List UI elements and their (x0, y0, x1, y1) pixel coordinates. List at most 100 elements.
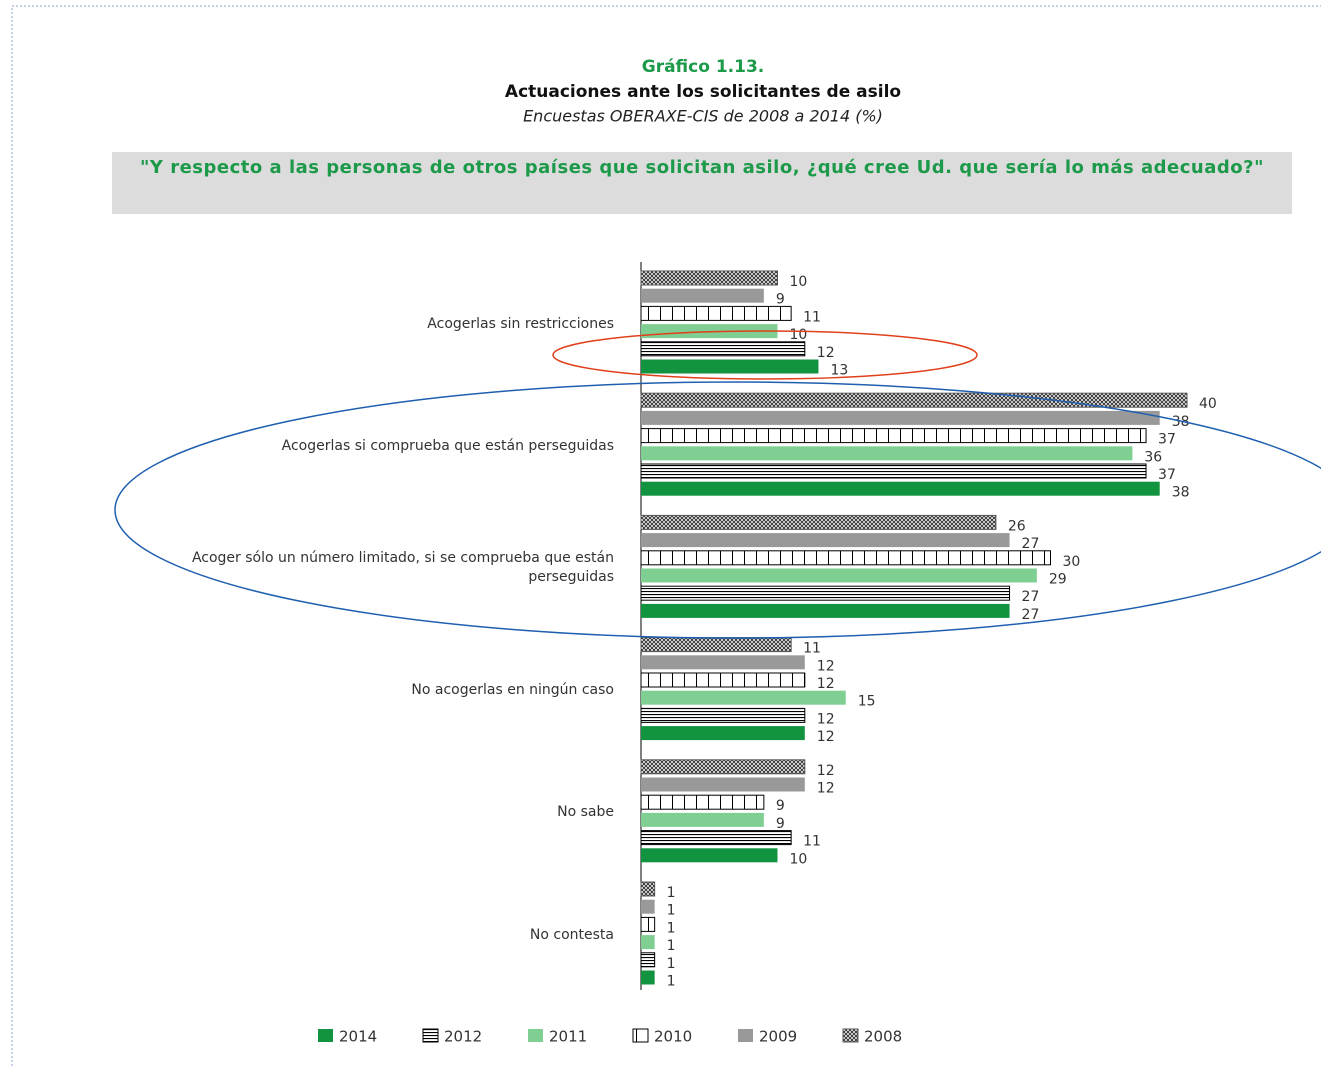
value-label: 11 (803, 309, 821, 325)
value-label: 10 (790, 274, 808, 290)
legend-label: 2009 (759, 1028, 797, 1046)
question-wrap: "Y respecto a las personas de otros país… (140, 157, 1264, 178)
bar (640, 428, 1147, 444)
legend-swatch (738, 1029, 753, 1042)
value-label: 1 (667, 956, 676, 972)
category-label: Acogerlas si comprueba que están persegu… (281, 437, 614, 454)
bar (641, 410, 1160, 425)
bar (640, 830, 792, 846)
chart-title: Actuaciones ante los solicitantes de asi… (505, 82, 901, 102)
bar (641, 726, 805, 741)
value-label: 27 (1022, 589, 1040, 605)
bar (641, 812, 764, 827)
value-label: 10 (790, 851, 808, 867)
category-wrap: Acogerlas si comprueba que están persegu… (281, 437, 614, 454)
value-label: 37 (1158, 432, 1176, 448)
bar (640, 672, 806, 688)
value-label: 12 (817, 711, 835, 727)
value-label: 29 (1049, 572, 1067, 588)
value-label: 12 (817, 763, 835, 779)
value-label: 27 (1022, 536, 1040, 552)
value-label: 38 (1172, 414, 1190, 430)
bar (640, 707, 806, 723)
annotation-blue (114, 381, 1321, 639)
value-label: 1 (667, 974, 676, 990)
value-label: 27 (1022, 607, 1040, 623)
legend-swatch (318, 1029, 333, 1042)
value-label: 1 (667, 920, 676, 936)
annotation-red (552, 330, 978, 380)
legend-swatch (632, 1028, 649, 1043)
value-label: 38 (1172, 485, 1190, 501)
legend-swatch (528, 1029, 543, 1042)
value-label: 12 (817, 658, 835, 674)
category-wrap: No sabe (557, 804, 614, 820)
value-label: 1 (667, 938, 676, 954)
value-label: 11 (803, 641, 821, 657)
chart-label: Gráfico 1.13. (642, 57, 765, 77)
value-label: 26 (1008, 518, 1026, 534)
value-label: 15 (858, 694, 876, 710)
bar (641, 533, 1010, 548)
value-label: 12 (817, 676, 835, 692)
value-label: 10 (790, 327, 808, 343)
legend-label: 2010 (654, 1028, 692, 1046)
bar (641, 777, 805, 792)
bar (641, 288, 764, 303)
bar (641, 359, 819, 374)
bar (641, 481, 1160, 496)
bar (641, 655, 805, 670)
bar (640, 916, 656, 932)
category-wrap: No acogerlas en ningún caso (411, 682, 614, 699)
bar (640, 514, 997, 530)
value-label: 9 (776, 292, 785, 308)
bar (640, 305, 792, 321)
bar (641, 970, 655, 985)
legend-swatch (842, 1028, 859, 1043)
bar (640, 585, 1011, 601)
bar (641, 568, 1037, 583)
chart-subtitle: Encuestas OBERAXE-CIS de 2008 a 2014 (%) (523, 107, 883, 126)
category-wrap: Acoger sólo un número limitado, si se co… (191, 550, 614, 586)
question-box (112, 152, 1292, 214)
legend-label: 2011 (549, 1028, 587, 1046)
bar (640, 392, 1188, 408)
bar (641, 899, 655, 914)
value-label: 1 (667, 903, 676, 919)
value-label: 12 (817, 781, 835, 797)
category-label: Acoger sólo un número limitado, si se co… (191, 550, 614, 586)
legend-label: 2008 (864, 1028, 902, 1046)
value-label: 9 (776, 816, 785, 832)
category-label: No acogerlas en ningún caso (411, 682, 614, 699)
value-label: 12 (817, 345, 835, 361)
value-label: 37 (1158, 467, 1176, 483)
value-label: 40 (1199, 396, 1217, 412)
bar (641, 603, 1010, 618)
legend-swatch (422, 1028, 439, 1043)
bar (641, 848, 778, 863)
value-label: 1 (667, 885, 676, 901)
bar (641, 446, 1133, 461)
category-wrap: No contesta (529, 926, 614, 943)
category-label: Acogerlas sin restricciones (427, 315, 614, 332)
value-label: 12 (817, 729, 835, 745)
legend-label: 2012 (444, 1028, 482, 1046)
value-label: 36 (1144, 449, 1162, 465)
bar (640, 341, 806, 357)
bar (641, 935, 655, 950)
bar (640, 952, 656, 968)
value-label: 11 (803, 834, 821, 850)
bar (640, 637, 792, 653)
legend-label: 2014 (339, 1028, 377, 1046)
value-label: 9 (776, 798, 785, 814)
bar (640, 270, 778, 286)
bar (640, 550, 1051, 566)
category-label: No contesta (529, 926, 614, 943)
bar (640, 794, 765, 810)
bar (640, 759, 806, 775)
question: "Y respecto a las personas de otros país… (140, 157, 1264, 178)
value-label: 30 (1063, 554, 1081, 570)
bar (640, 881, 656, 897)
